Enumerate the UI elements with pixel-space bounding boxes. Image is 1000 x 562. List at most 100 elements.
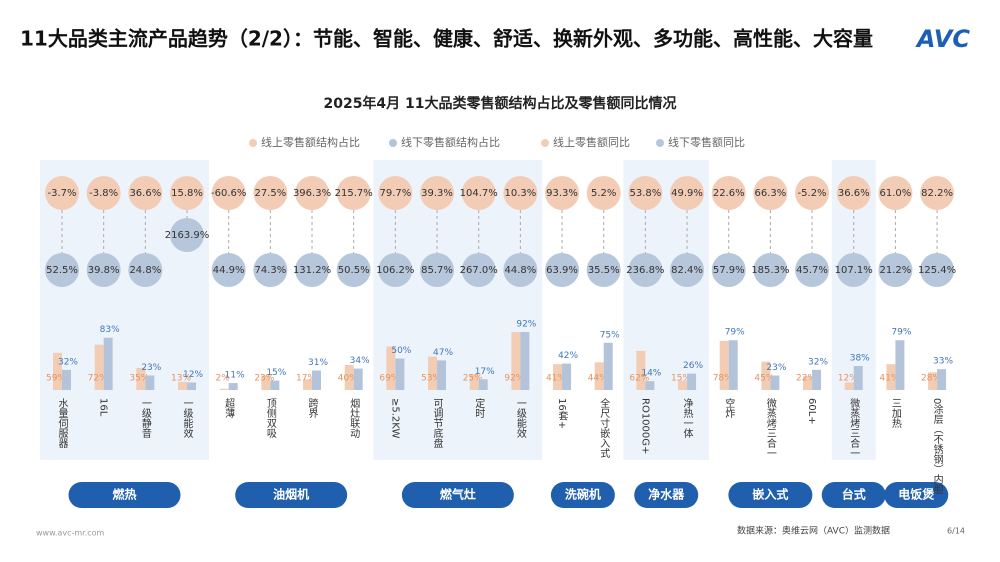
- share-bar: [94, 344, 104, 390]
- yoy-label: 104.7%: [460, 188, 498, 199]
- category-label: 微蒸烤三合一: [764, 397, 776, 458]
- yoy-bubble: [45, 176, 79, 210]
- share-label: 79%: [891, 328, 911, 338]
- category-label: 水量伺服器: [56, 398, 68, 449]
- yoy-label: 79.7%: [379, 188, 411, 199]
- yoy-bubble: [336, 253, 371, 287]
- share-bar: [594, 362, 604, 390]
- share-label: 14%: [641, 369, 661, 379]
- category-label: 0涂层（不锈钢）内胆: [931, 398, 943, 495]
- group-band: [623, 160, 710, 460]
- yoy-bubble: [86, 176, 121, 210]
- yoy-label: 5.2%: [591, 188, 616, 199]
- yoy-bubble: [378, 253, 413, 287]
- yoy-label: 36.6%: [129, 188, 161, 199]
- yoy-label: 45.7%: [796, 265, 828, 276]
- yoy-label: 131.2%: [293, 265, 331, 276]
- share-label: 69%: [379, 374, 399, 384]
- yoy-bubble: [545, 176, 580, 210]
- share-bar: [803, 376, 813, 390]
- share-bar: [511, 332, 521, 390]
- yoy-bubble: [378, 176, 413, 210]
- yoy-label: 82.2%: [921, 188, 953, 199]
- yoy-bubble: [253, 253, 288, 287]
- yoy-bubble: [795, 253, 830, 287]
- category-label: 一级静音: [139, 398, 151, 439]
- yoy-label: 61.0%: [880, 188, 912, 199]
- share-label: 25%: [463, 374, 483, 384]
- share-bar: [312, 370, 322, 390]
- share-label: 42%: [558, 351, 578, 361]
- share-label: 92%: [504, 374, 524, 384]
- legend-label: 线上零售额同比: [553, 135, 630, 149]
- share-bar: [520, 332, 530, 390]
- legend-marker: [541, 139, 549, 147]
- share-bar: [395, 358, 405, 390]
- yoy-label: 66.3%: [754, 188, 786, 199]
- group-pill: [634, 482, 699, 508]
- chart-title: 2025年4月 11大品类零售额结构占比及零售额同比情况: [323, 95, 676, 112]
- share-label: 13%: [171, 374, 191, 384]
- share-label: 32%: [58, 357, 78, 367]
- share-bar: [353, 368, 363, 390]
- logo: AVC: [915, 25, 971, 53]
- group-band: [373, 160, 543, 460]
- share-bar: [603, 342, 613, 390]
- yoy-label: 85.7%: [421, 265, 453, 276]
- yoy-label: 125.4%: [918, 265, 956, 276]
- share-bar: [62, 369, 71, 390]
- share-bar: [853, 366, 863, 390]
- yoy-label: 49.9%: [671, 188, 703, 199]
- yoy-label: 53.8%: [629, 188, 661, 199]
- yoy-label: 10.3%: [504, 188, 536, 199]
- share-label: 38%: [850, 354, 870, 364]
- share-bar: [478, 379, 488, 390]
- yoy-bubble: [670, 253, 705, 287]
- share-bar: [344, 364, 354, 390]
- share-bar: [386, 346, 396, 390]
- yoy-bubble: [336, 176, 371, 210]
- category-label: 16套+: [556, 398, 568, 429]
- share-label: 83%: [100, 325, 120, 335]
- yoy-bubble: [211, 253, 246, 287]
- yoy-bubble: [420, 176, 455, 210]
- share-label: 92%: [516, 320, 536, 330]
- yoy-label: 24.8%: [129, 265, 161, 276]
- yoy-bubble: [420, 253, 455, 287]
- yoy-bubble: [461, 176, 496, 210]
- share-label: 72%: [88, 374, 108, 384]
- share-label: 12%: [838, 374, 858, 384]
- share-bar: [303, 379, 313, 390]
- share-label: 50%: [391, 346, 411, 356]
- yoy-label: 236.8%: [626, 265, 664, 276]
- yoy-label: 36.6%: [838, 188, 870, 199]
- legend-label: 线下零售额结构占比: [401, 135, 500, 149]
- share-label: 41%: [879, 374, 899, 384]
- category-label: 烟灶联动: [348, 397, 360, 439]
- yoy-label: 22.6%: [713, 188, 745, 199]
- category-label: 超薄: [223, 397, 235, 419]
- share-bar: [636, 350, 646, 390]
- share-label: 53%: [421, 374, 441, 384]
- yoy-label: 185.3%: [751, 265, 789, 276]
- yoy-label: 267.0%: [460, 265, 498, 276]
- group-label: 嵌入式: [752, 487, 788, 502]
- yoy-bubble: [920, 253, 955, 287]
- source: 数据来源：奥维云网（AVC）监测数据: [737, 525, 890, 537]
- yoy-bubble: [711, 176, 746, 210]
- share-label: 31%: [308, 358, 328, 368]
- category-label: 60L+: [806, 398, 817, 425]
- yoy-bubble: [503, 176, 538, 210]
- share-bar: [844, 382, 854, 390]
- share-bar: [886, 364, 896, 390]
- yoy-label: -3.7%: [47, 188, 76, 199]
- share-label: 32%: [808, 357, 828, 367]
- yoy-label: -60.6%: [211, 188, 246, 199]
- yoy-label: 39.8%: [88, 265, 120, 276]
- share-bar: [437, 360, 447, 390]
- share-label: 45%: [754, 374, 774, 384]
- share-label: 15%: [266, 368, 286, 378]
- share-bar: [562, 363, 572, 390]
- yoy-bubble: [211, 176, 246, 210]
